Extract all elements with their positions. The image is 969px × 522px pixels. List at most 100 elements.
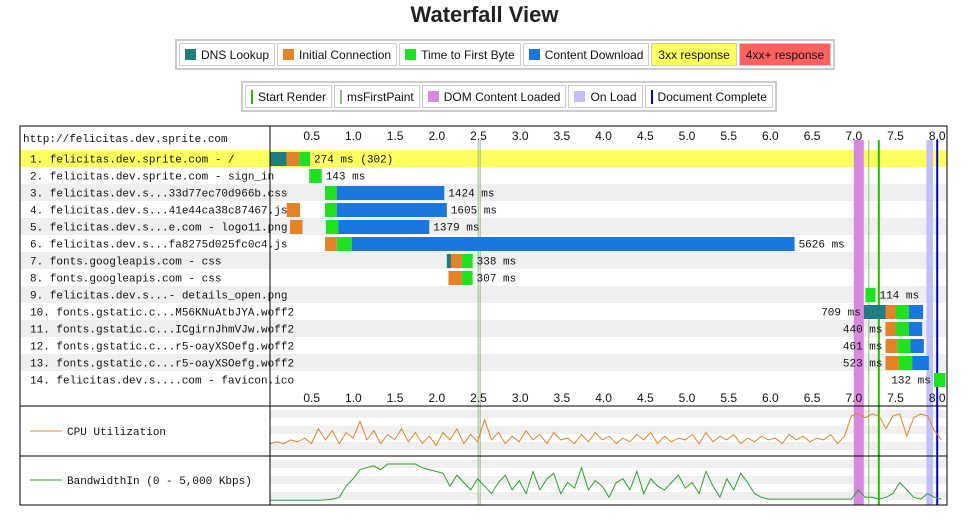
x-tick-label-bottom: 4.0 [595,391,612,405]
legend-label: Content Download [544,47,644,62]
x-tick-label-top: 3.0 [512,129,529,143]
chart-border [19,125,948,506]
legend-label: Document Complete [657,89,767,104]
legend-label: msFirstPaint [347,89,414,104]
request-label: 7. fonts.googleapis.com - css [30,257,221,269]
row-background [20,184,947,201]
bandwidth-stripe [270,460,947,468]
legend-item: msFirstPaint [334,85,420,108]
request-bar-download [910,339,924,353]
bandwidth-label: BandwidthIn (0 - 5,000 Kbps) [67,476,252,488]
header-background [20,126,947,150]
request-label: 10. fonts.gstatic.c...M56KNuAtbJYA.woff2 [30,308,294,320]
row-background [20,167,947,184]
request-bar-connect [286,152,300,166]
x-tick-label-top: 1.0 [345,129,362,143]
request-bar-ttfb [325,203,337,217]
cpu-stripe [270,410,947,418]
request-duration-label: 1424 ms [448,189,494,201]
x-tick-label-bottom: 0.5 [303,391,320,405]
x-tick-label-top: 4.0 [595,129,612,143]
request-label: 5. felicitas.dev.s...e.com - logo11.png [30,223,287,235]
request-label: 6. felicitas.dev.s...fa8275d025fc0c4.js [30,240,287,252]
request-bar-ttfb [336,237,352,251]
request-label: 13. fonts.gstatic.c...r5-oayXSOefg.woff2 [30,359,294,371]
x-tick-label-top: 5.0 [679,129,696,143]
legend-swatch [650,89,653,104]
legend-swatch [405,49,417,60]
x-tick-label-top: 7.5 [887,129,904,143]
row-background [20,150,947,167]
legend-item: Document Complete [644,85,773,108]
request-bar-ttfb [309,169,322,183]
cpu-stripe [270,442,947,450]
x-tick-label-top: 7.0 [845,129,862,143]
x-tick-label-top: 1.5 [387,129,404,143]
x-tick-label-top: 6.5 [804,129,821,143]
x-tick-label-bottom: 6.5 [804,391,821,405]
request-bar-connect [885,305,896,319]
request-duration-label: 1605 ms [451,206,497,218]
legend-item: DOM Content Loaded [421,85,567,108]
legend-item: Initial Connection [277,43,398,66]
request-label: 3. felicitas.dev.s...33d77ec70d966b.css [30,189,287,201]
request-bar-download [338,220,430,234]
request-duration-label: 114 ms [879,291,919,303]
x-tick-label-bottom: 2.0 [428,391,445,405]
dom-content-loaded-band [853,140,864,505]
legend-item: Start Render [245,85,333,108]
request-duration-label: 338 ms [477,257,517,269]
page-title: Waterfall View [410,2,559,27]
request-bar-connect [290,220,303,234]
x-tick-label-bottom: 6.0 [762,391,779,405]
legend-label: DOM Content Loaded [443,89,561,104]
legend-label: DNS Lookup [201,47,270,62]
x-tick-label-bottom: 3.5 [554,391,571,405]
row-background [20,269,947,286]
request-bar-dns [270,152,287,166]
request-bar-ttfb [898,356,913,370]
request-duration-label: 5626 ms [799,240,845,252]
row-background [20,218,947,235]
request-bar-download [908,322,923,336]
legend-swatch [427,91,439,102]
legend-item: DNS Lookup [179,43,276,66]
row-background [20,354,947,371]
x-tick-label-top: 6.0 [762,129,779,143]
request-label: 12. fonts.gstatic.c...r5-oayXSOefg.woff2 [30,342,294,354]
request-bar-connect [286,203,301,217]
request-duration-label: 461 ms [843,342,883,354]
legend-item: On Load [568,85,643,108]
cpu-stripe [270,426,947,434]
x-tick-label-top: 8.0 [929,129,946,143]
request-bar-connect [885,322,896,336]
x-tick-label-bottom: 1.0 [345,391,362,405]
x-tick-label-top: 4.5 [637,129,654,143]
legend-label: 4xx+ response [745,47,825,62]
legend-item: Content Download [522,43,650,66]
request-bar-ttfb [299,152,311,166]
request-bar-connect [885,356,899,370]
request-bar-ttfb [897,339,911,353]
bandwidth-stripe [270,476,947,484]
request-bar-dns [863,305,886,319]
request-bar-ttfb [325,220,339,234]
bandwidth-line [270,463,942,501]
cpu-utilization-line [269,413,942,447]
x-tick-label-top: 5.5 [720,129,737,143]
x-tick-label-top: 2.0 [428,129,445,143]
request-bar-download [908,305,924,319]
on-load-band [926,140,934,505]
request-bar-download [912,356,929,370]
timing-legend: DNS Lookup Initial Connection Time to Firs… [175,39,836,70]
request-bar-ttfb [461,254,473,268]
legend-swatch [574,91,586,102]
request-bar-ttfb [461,271,473,285]
legend-swatch [340,89,343,104]
legend-label: Time to First Byte [421,47,515,62]
x-tick-label-bottom: 7.0 [845,391,862,405]
events-legend: Start Render msFirstPaint DOM Content Load… [241,81,777,112]
request-bar-ttfb [933,373,946,387]
request-duration-label: 143 ms [326,172,366,184]
request-bar-download [336,186,445,200]
